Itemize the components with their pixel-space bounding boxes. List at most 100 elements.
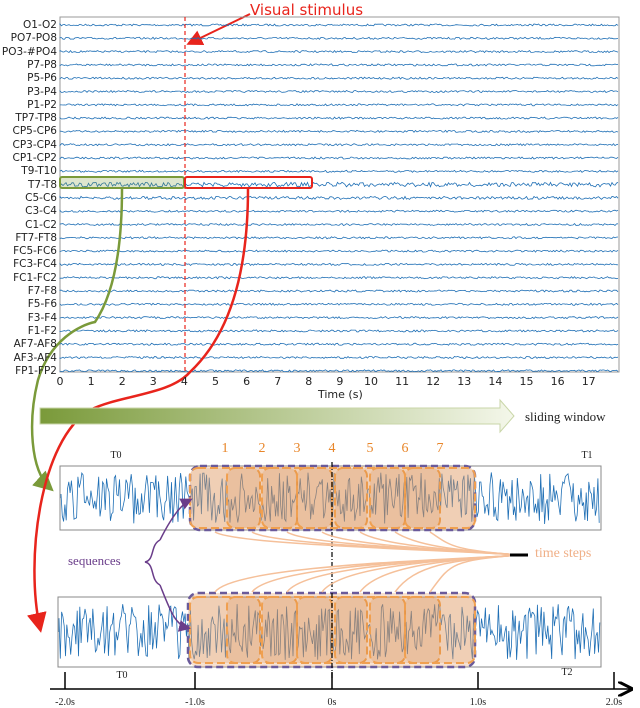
x-tick: 16 (550, 375, 565, 388)
channel-label: CP3-CP4 (12, 138, 57, 151)
eeg-trace (59, 276, 619, 280)
time-steps-label: time steps (535, 546, 592, 561)
channel-label: AF3-AF4 (13, 351, 57, 364)
channel-label: T9-T10 (21, 165, 57, 178)
x-tick: 17 (581, 375, 596, 388)
eeg-trace (59, 329, 619, 333)
eeg-trace (59, 76, 619, 80)
channel-label: O1-O2 (23, 19, 57, 31)
eeg-trace (59, 195, 619, 201)
eeg-trace (59, 316, 619, 320)
timeline-tick: 1.0s (469, 697, 487, 708)
timeline-tick: -2.0s (55, 697, 75, 708)
stimulus-arrow (186, 13, 251, 45)
timeline-tick: 2.0s (605, 697, 623, 708)
eeg-trace (59, 262, 619, 266)
time-step-window (189, 467, 261, 529)
eeg-trace (59, 181, 619, 188)
sliding-window-label: sliding window (525, 409, 606, 424)
channel-label: FT7-FT8 (15, 231, 57, 244)
channel-label: FC3-FC4 (13, 258, 57, 271)
eeg-trace (59, 116, 619, 120)
channel-label: FP1-FP2 (15, 364, 57, 377)
eeg-trace (59, 249, 619, 253)
eeg-trace (59, 289, 619, 293)
time-step-window (404, 596, 476, 664)
eeg-trace (59, 209, 619, 213)
x-tick: 5 (212, 375, 219, 388)
x-tick: 10 (364, 375, 378, 388)
eeg-trace (59, 236, 619, 240)
eeg-trace (59, 342, 619, 346)
channel-label: AF7-AF8 (13, 338, 57, 351)
channel-label: FC1-FC2 (13, 271, 57, 284)
channel-label: PO7-PO8 (10, 32, 57, 45)
channel-label: P5-P6 (27, 72, 57, 85)
channel-label: P1-P2 (27, 98, 57, 111)
stimulus-box (184, 176, 313, 189)
x-tick: 4 (180, 375, 188, 388)
channel-label: T7-T8 (27, 178, 57, 191)
channel-label: C1-C2 (25, 218, 57, 231)
stimulus-curve (27, 188, 250, 633)
eeg-trace (59, 302, 619, 306)
eeg-trace (59, 129, 619, 133)
eeg-trace (59, 369, 619, 373)
x-tick: 13 (457, 375, 472, 388)
eeg-trace (59, 49, 619, 54)
eeg-trace (59, 103, 619, 107)
channel-label: C5-C6 (25, 191, 57, 204)
step-number: 5 (366, 441, 374, 456)
channel-label: TP7-TP8 (15, 112, 57, 125)
eeg-trace (59, 63, 619, 67)
sliding-window-arrow (39, 398, 515, 434)
channel-label: F5-F6 (27, 298, 57, 311)
eeg-trace (59, 143, 619, 147)
channel-label: F7-F8 (27, 285, 57, 297)
eeg-trace (59, 36, 619, 40)
x-tick: 7 (274, 375, 282, 388)
eeg-trace (59, 222, 619, 227)
x-tick: 9 (336, 375, 344, 388)
channel-label: CP5-CP6 (12, 125, 57, 138)
x-tick: 11 (395, 375, 410, 388)
x-axis-label: Time (s) (318, 388, 363, 401)
stimulus-label: Visual stimulus (250, 1, 364, 19)
channel-label: C3-C4 (25, 205, 57, 218)
x-tick: 8 (305, 375, 313, 388)
eeg-trace (59, 89, 619, 94)
eeg-trace (59, 22, 619, 27)
eeg-plot-frame (59, 16, 620, 373)
x-tick: 3 (149, 375, 157, 388)
time-step-window (296, 467, 368, 529)
step-number: 7 (436, 441, 444, 456)
eeg-trace (59, 169, 619, 173)
x-tick: 0 (56, 375, 64, 388)
x-tick: 1 (87, 375, 95, 388)
eeg-trace (59, 355, 619, 360)
channel-label: F1-F2 (27, 324, 57, 337)
channel-label: P7-P8 (27, 58, 57, 71)
top-left-label: T0 (110, 450, 122, 461)
step-number: 1 (221, 441, 229, 456)
step-number: 4 (328, 441, 336, 456)
top-right-label: T1 (581, 450, 593, 461)
baseline-curve (30, 188, 124, 492)
time-step-window (404, 467, 476, 529)
timeline-segment-label: T0 (116, 670, 128, 681)
sequences-brace (144, 539, 161, 586)
timeline-tick: 0s (327, 697, 337, 708)
step-number: 2 (258, 441, 266, 456)
x-tick: 15 (519, 375, 534, 388)
baseline-box (59, 176, 185, 189)
sequences-label: sequences (68, 553, 121, 568)
channel-label: PO3-#PO4 (1, 45, 57, 58)
eeg-traces (59, 22, 619, 373)
bottom-right-label: T2 (561, 667, 573, 678)
timeline-tick: -1.0s (185, 697, 205, 708)
channel-label: CP1-CP2 (12, 152, 57, 164)
x-tick: 12 (426, 375, 441, 388)
eeg-trace (59, 156, 619, 160)
x-tick: 14 (488, 375, 503, 388)
